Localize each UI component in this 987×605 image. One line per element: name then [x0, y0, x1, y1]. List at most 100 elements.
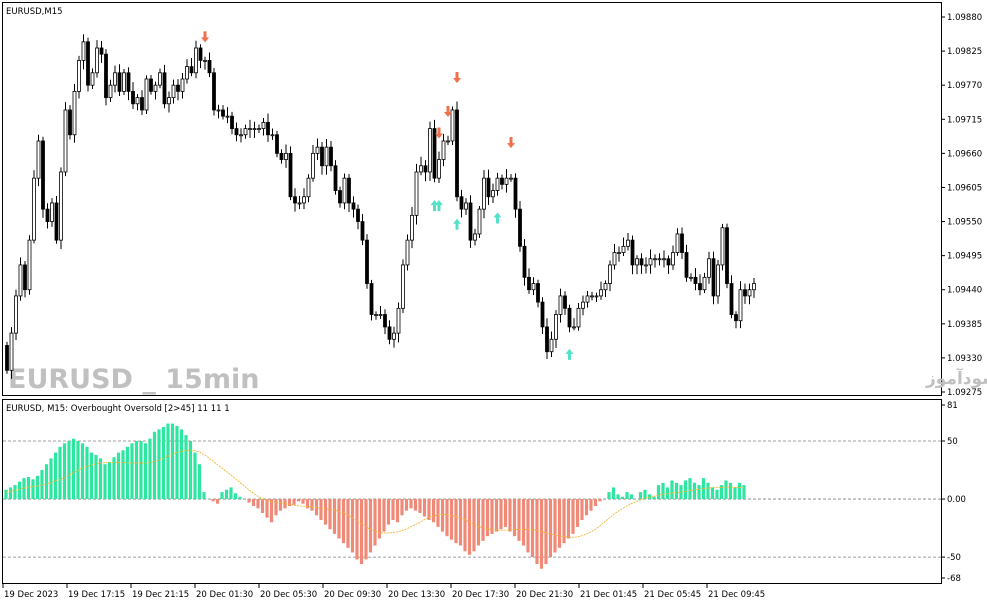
candle-body [734, 314, 738, 322]
candle-body [333, 165, 338, 191]
histogram-bar [544, 499, 548, 565]
candle-body [545, 326, 549, 353]
price-tick-label: 1.09275 [947, 388, 982, 398]
histogram-bar [553, 499, 557, 553]
histogram-bar [71, 438, 76, 500]
candle-body [140, 97, 144, 111]
candles [5, 34, 756, 379]
candle-body [261, 121, 266, 129]
histogram-bar [530, 499, 535, 558]
candle-body [23, 264, 27, 291]
candle-body [509, 177, 513, 180]
histogram-bar [476, 499, 481, 546]
candle-body [216, 109, 221, 112]
candle-body [621, 245, 626, 253]
histogram-bar [283, 499, 287, 509]
time-tick-label: 21 Dec 09:45 [708, 590, 765, 600]
candle-body [387, 326, 392, 340]
candle-body [360, 221, 365, 241]
signal-line [5, 449, 744, 538]
histogram-bar [197, 464, 202, 500]
histogram-bar [85, 446, 89, 500]
candle-body [590, 295, 594, 298]
candle-body [648, 258, 653, 266]
candle-body [104, 53, 108, 98]
candle-body [662, 258, 666, 261]
time-tick-label: 20 Dec 21:30 [516, 590, 573, 600]
watermark-symbol: EURUSD _ 15min [8, 364, 259, 395]
histogram-bar [341, 499, 346, 544]
candle-body [315, 146, 320, 154]
candle-body [522, 245, 527, 278]
candle-body [306, 177, 311, 198]
histogram-bar [170, 423, 175, 500]
candle-body [351, 202, 356, 210]
histogram-bar [274, 499, 278, 516]
candle-body [653, 258, 657, 261]
candle-body [459, 196, 464, 210]
histogram-bar [350, 499, 355, 553]
time-tick-label: 19 Dec 17:15 [68, 590, 125, 600]
candle-body [5, 345, 9, 371]
histogram-bar [454, 499, 458, 544]
candle-body [405, 239, 410, 266]
sell-arrow-icon [453, 71, 461, 83]
candle-body [108, 84, 113, 98]
histogram-bar [710, 487, 715, 500]
candle-body [90, 72, 95, 86]
candle-body [500, 177, 504, 185]
histogram-bar [346, 499, 350, 548]
candle-body [716, 264, 720, 297]
histogram-bar [62, 443, 67, 500]
histogram-bar [143, 443, 148, 500]
histogram-bar [625, 492, 629, 500]
candle-body [41, 140, 45, 210]
candle-body [239, 134, 243, 137]
buy-arrow-icon [430, 200, 439, 212]
histogram-bar [310, 499, 314, 511]
candle-body [63, 109, 68, 173]
histogram-bar [395, 499, 400, 523]
candle-body [99, 47, 104, 55]
candle-body [338, 190, 342, 204]
candle-body [608, 264, 612, 284]
candle-body [32, 177, 36, 241]
histogram-bar [688, 478, 692, 500]
candle-body [689, 276, 693, 279]
signal-arrows [201, 31, 574, 360]
candle-body [59, 171, 63, 241]
candle-body [473, 233, 477, 241]
candle-body [428, 128, 432, 173]
candle-body [275, 134, 279, 154]
price-tick-label: 1.09385 [947, 320, 982, 330]
histogram-bar [319, 499, 323, 520]
candle-body [446, 140, 450, 143]
histogram-bar [13, 485, 17, 500]
histogram-bar [202, 492, 206, 500]
candle-body [257, 128, 261, 130]
candle-body [270, 134, 275, 137]
indicator-tick-label: 81 [947, 401, 958, 411]
histogram-bar [706, 482, 710, 500]
histogram-bar [238, 496, 242, 500]
histogram-bar [517, 499, 521, 541]
histogram-bar [508, 499, 512, 532]
time-tick-label: 20 Dec 01:30 [196, 590, 253, 600]
histogram-bar [134, 440, 139, 500]
buy-arrow-icon [565, 348, 574, 360]
price-tick-label: 1.09880 [947, 13, 982, 23]
candle-body [558, 295, 563, 315]
histogram-bar [458, 499, 463, 546]
candle-body [320, 146, 324, 167]
indicator-tick-label: -68 [947, 574, 961, 584]
histogram-bar [188, 440, 193, 500]
candle-body [410, 214, 414, 241]
candle-body [72, 90, 77, 136]
histogram-bar [103, 464, 107, 500]
candle-body [207, 59, 212, 74]
histogram-bar [418, 499, 422, 513]
time-tick-label: 21 Dec 05:45 [644, 590, 701, 600]
candle-body [441, 140, 446, 160]
candle-body [455, 109, 459, 198]
